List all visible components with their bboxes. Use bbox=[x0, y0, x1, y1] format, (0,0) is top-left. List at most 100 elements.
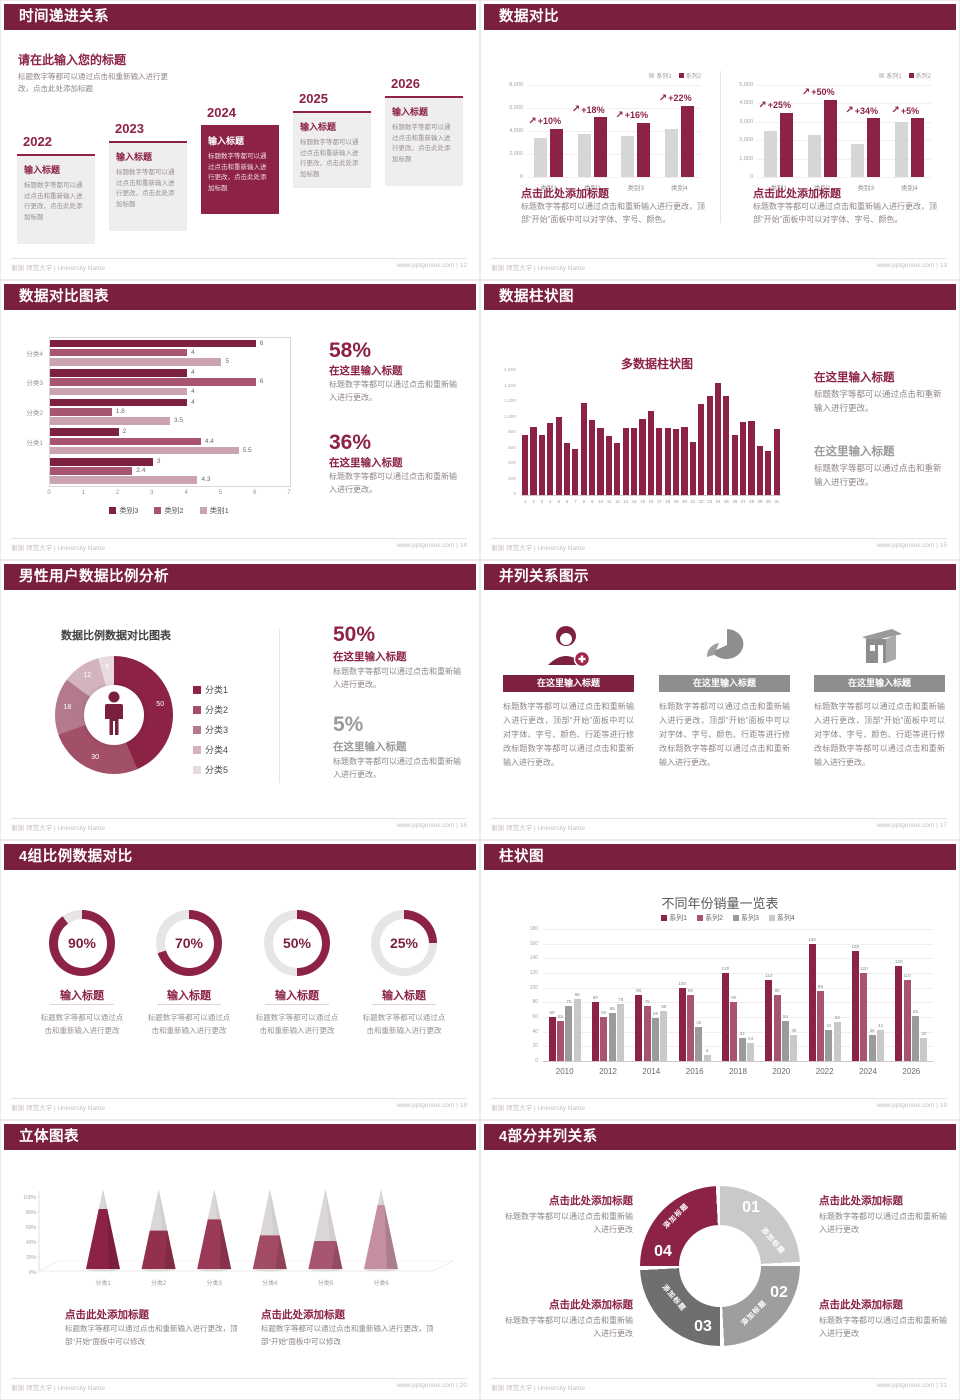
footer-site-page: www.pptgenius.com | 16 bbox=[396, 822, 467, 829]
slide-title: 并列关系图示 bbox=[499, 569, 589, 585]
slide-title: 柱状图 bbox=[499, 849, 544, 865]
x-tick-label: 2 bbox=[532, 499, 535, 504]
bar-value: 90 bbox=[687, 988, 694, 993]
card-title: 输入标题 bbox=[208, 136, 245, 146]
corner-body: 标题数字等都可以通过点击和重新输入进行更改 bbox=[505, 1316, 633, 1338]
footer-site-page: www.pptgenius.com | 21 bbox=[876, 1382, 947, 1389]
legend-label: 分类1 bbox=[205, 685, 229, 695]
slide-header: 男性用户数据比例分析 bbox=[4, 564, 476, 590]
bar bbox=[765, 980, 773, 1061]
x-tick-label: 25 bbox=[724, 499, 729, 504]
bar bbox=[572, 449, 579, 495]
footer-university: 谢谢·师范大学 | University Name bbox=[11, 265, 106, 272]
slide-header: 4组比例数据对比 bbox=[4, 844, 476, 870]
legend: 系列1 系列2 bbox=[649, 71, 701, 80]
timeline-year: 2024 bbox=[207, 105, 236, 120]
slide-title: 男性用户数据比例分析 bbox=[19, 569, 169, 585]
bar bbox=[833, 1022, 841, 1061]
slide-footer: 谢谢·师范大学 | University Name www.pptgenius.c… bbox=[11, 818, 467, 835]
slide-title: 4部分并列关系 bbox=[499, 1129, 598, 1145]
bar bbox=[50, 378, 256, 386]
growth-arrow-icon: ↗ bbox=[758, 99, 767, 111]
y-tick-label: 8,000 bbox=[509, 82, 523, 88]
card-body: 标题数字等都可以通过点击和重新输入进行更改，点击此处添加标题 bbox=[116, 169, 175, 208]
stat-heading: 在这里输入标题 bbox=[329, 457, 403, 469]
legend-item: 分类4 bbox=[193, 743, 228, 756]
y-tick-label: 800 bbox=[507, 430, 516, 435]
grouped-bar-chart: 系列1 系列2 系列3 系列4 180 160 140 120 100 80 60 40 20 0 60 55… bbox=[521, 913, 935, 1078]
y-tick-label: 160 bbox=[529, 940, 538, 947]
bar bbox=[714, 383, 722, 495]
growth-arrow-icon: ↗ bbox=[528, 115, 537, 127]
slide-four-part-cycle[interactable]: 4部分并列关系 01 添加标题 02 添加标题 03 添加标题 04 添加标题 点击此处添加标… bbox=[481, 1121, 959, 1399]
footer-university: 谢谢·师范大学 | University Name bbox=[491, 1105, 586, 1112]
bar-value: 8 bbox=[705, 1048, 709, 1054]
slide-header: 数据对比 bbox=[484, 4, 956, 30]
slide-data-comparison[interactable]: 数据对比 系列1 系列2 8,000 6,000 4,000 2,000 0 类别1 ↗ +10%… bbox=[481, 1, 959, 279]
bar bbox=[652, 1018, 660, 1061]
legend-label: 系列2 bbox=[685, 74, 701, 80]
x-tick-label: 29 bbox=[757, 499, 763, 504]
slide-column-chart[interactable]: 柱状图 不同年份销量一览表 系列1 系列2 系列3 系列4 180 160 140 120 10… bbox=[481, 841, 959, 1119]
slide-male-user-ratio[interactable]: 男性用户数据比例分析 数据比例数据对比图表 50 30 18 12 5 分类1 分类2 分类3… bbox=[1, 561, 479, 839]
x-category: 类别3 bbox=[857, 185, 875, 192]
step-number: 02 bbox=[770, 1284, 788, 1301]
x-tick-label: 7 bbox=[574, 499, 577, 504]
x-tick-label: 16 bbox=[648, 499, 654, 504]
legend-item: 系列2 bbox=[678, 71, 701, 80]
legend-swatch bbox=[109, 507, 117, 514]
corner-heading: 点击此处添加标题 bbox=[819, 1195, 903, 1207]
slide-four-ratio-comparison[interactable]: 4组比例数据对比 90% 输入标题 标题数字等都可以通过点击和重新输入进行更改 70%… bbox=[1, 841, 479, 1119]
icon-wrap bbox=[659, 621, 790, 671]
caption-heading: 点击此处添加标题 bbox=[261, 1309, 345, 1321]
bar bbox=[868, 1034, 876, 1061]
slide-time-progression[interactable]: 时间递进关系 请在此输入您的标题 标题数字等都可以通过点击和重新输入进行更改，点… bbox=[1, 1, 479, 279]
column-body: 标题数字等都可以通过点击和重新输入进行更改，顶部“开始”面板中可以对字体、字号、… bbox=[503, 702, 634, 767]
y-tick-label: 20 bbox=[532, 1043, 538, 1050]
growth-label: ↗ +50% bbox=[790, 87, 846, 98]
y-tick-label: 0 bbox=[535, 1058, 538, 1064]
timeline-rule bbox=[293, 111, 371, 113]
bar-value: 4 bbox=[191, 387, 195, 395]
x-tick-label: 24 bbox=[715, 499, 721, 504]
bar-value: 5.5 bbox=[242, 446, 252, 454]
group-label: 分类3 bbox=[26, 380, 43, 388]
group-label: 分类1 bbox=[26, 439, 43, 447]
slide-footer: 谢谢·师范大学 | University Name www.pptgenius.c… bbox=[11, 258, 467, 275]
slide-data-comparison-chart[interactable]: 数据对比图表 分类4 6 4 5 分类3 4 6 4 分类2 4 1.8 3.5 分类1 2 4.4 5.5 3… bbox=[1, 281, 479, 559]
gridline bbox=[757, 85, 931, 86]
bar bbox=[50, 398, 188, 407]
slide-parallel-relationship[interactable]: 并列关系图示 在这里输入标题 标题数字等都可以通过点击和重新输入进行更改，顶部“… bbox=[481, 561, 959, 839]
y-tick-label: 1,200 bbox=[503, 399, 516, 404]
bar bbox=[790, 1034, 798, 1061]
slide-3d-chart[interactable]: 立体图表 100% 80% 60% 40% 20% 0% 分类1 分类2 分类3 分类4 分类5 分类… bbox=[1, 1121, 479, 1399]
bar bbox=[773, 995, 781, 1061]
caption-heading: 点击此处添加标题 bbox=[65, 1309, 149, 1321]
x-tick-label: 15 bbox=[640, 499, 645, 504]
bar bbox=[50, 387, 188, 396]
bar bbox=[678, 987, 686, 1061]
x-category: 2016 bbox=[685, 1067, 704, 1076]
legend-swatch bbox=[193, 765, 201, 774]
timeline-rule bbox=[109, 141, 187, 143]
side-heading: 在这里输入标题 bbox=[814, 446, 895, 458]
growth-arrow-icon: ↗ bbox=[571, 104, 581, 116]
slide-data-column-chart[interactable]: 数据柱状图 多数据柱状图 1,600 1,400 1,200 1,000 800 600 4… bbox=[481, 281, 959, 559]
legend-label: 系列1 bbox=[669, 915, 688, 922]
legend-swatch bbox=[649, 73, 655, 78]
gridline bbox=[757, 158, 931, 160]
slide-header: 时间递进关系 bbox=[4, 4, 476, 30]
x-category: 2024 bbox=[859, 1067, 877, 1076]
legend-label: 类别2 bbox=[164, 506, 184, 515]
x-tick-label: 6 bbox=[565, 499, 569, 504]
section-heading: 请在此输入您的标题 bbox=[18, 53, 127, 67]
footer-site-page: www.pptgenius.com | 20 bbox=[396, 1382, 467, 1389]
svg-text:80%: 80% bbox=[26, 1210, 37, 1216]
slice-label: 12 bbox=[83, 672, 92, 680]
timeline-diagram: 2022 输入标题 标题数字等都可以通过点击和重新输入进行更改，点击此处添加标题 20… bbox=[1, 1, 479, 279]
timeline-card: 输入标题 标题数字等都可以通过点击和重新输入进行更改，点击此处添加标题 bbox=[17, 156, 95, 244]
bar bbox=[740, 422, 747, 495]
bar bbox=[635, 995, 643, 1061]
x-tick-label: 8 bbox=[582, 499, 586, 504]
bar bbox=[721, 973, 729, 1061]
